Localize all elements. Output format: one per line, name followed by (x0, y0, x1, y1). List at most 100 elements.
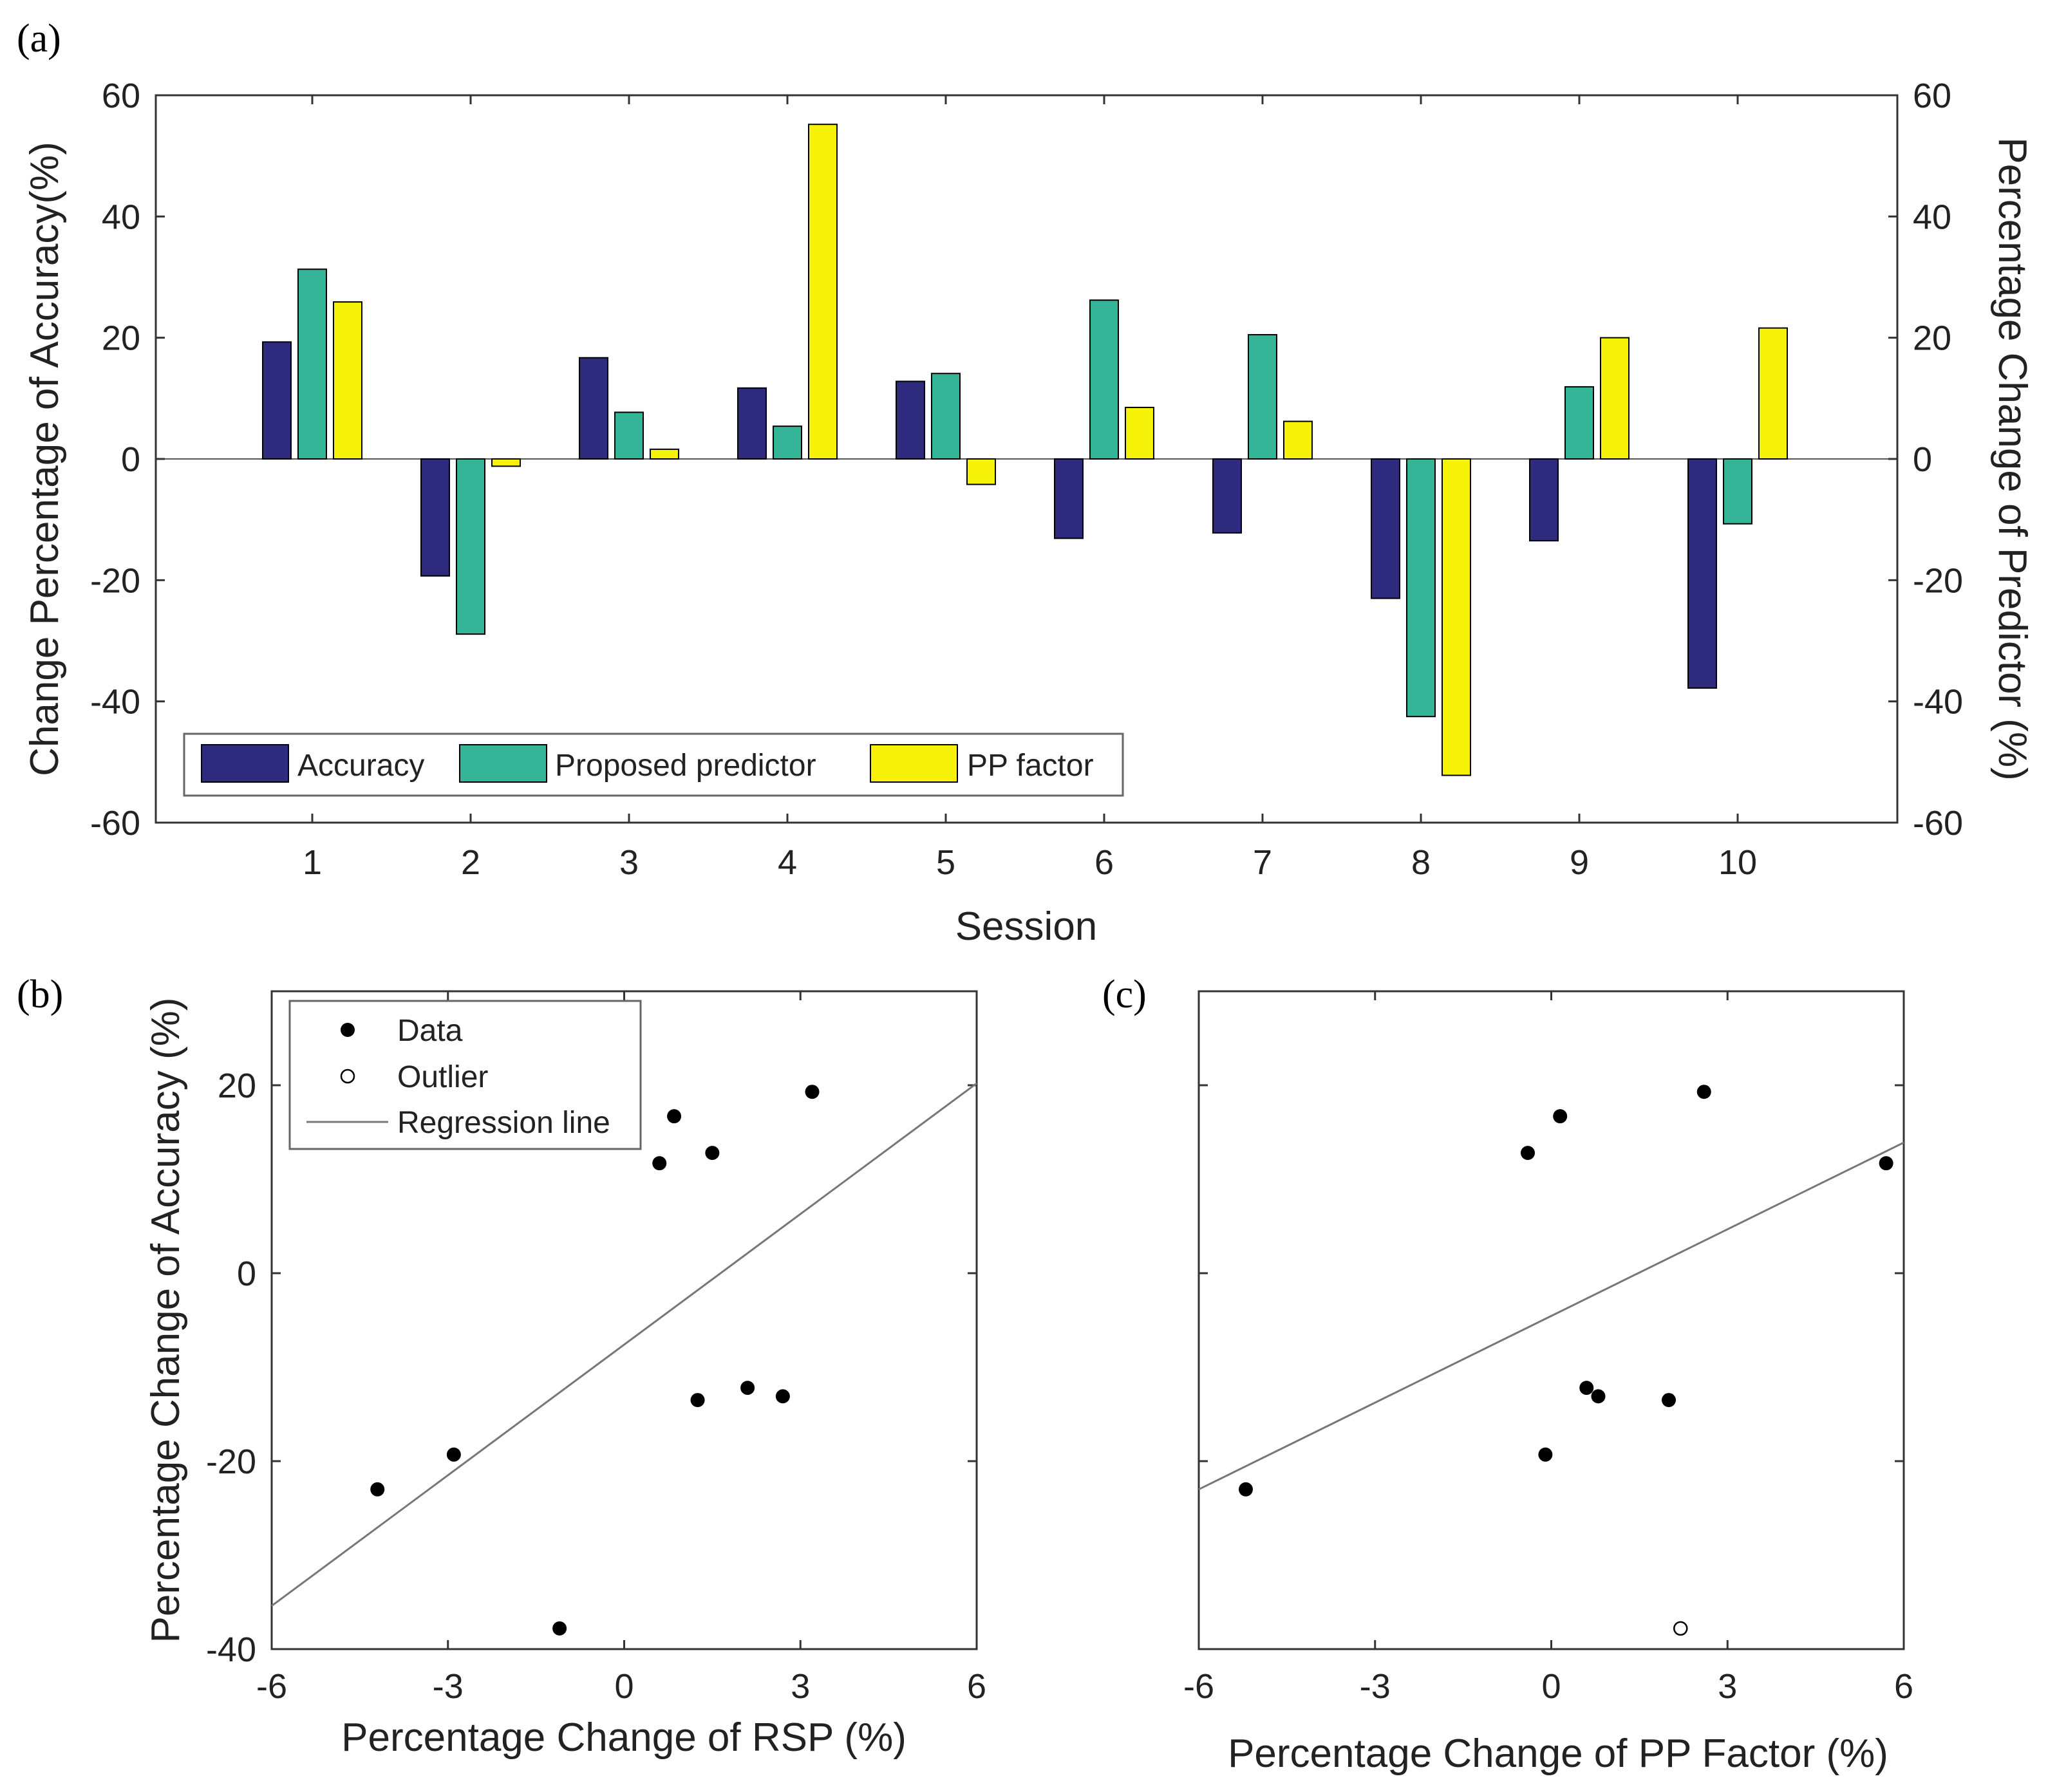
bar-pp-factor-session-2 (491, 458, 521, 467)
panel-c-label: (c) (1102, 973, 1147, 1016)
panel-c-plot-frame (1198, 990, 1905, 1650)
panel-a-xtick-label: 5 (936, 843, 955, 882)
panel-a-y-axis-label-right: Percentage Change of Predictor (%) (1990, 137, 2034, 780)
panel-c-data-point (1696, 1085, 1711, 1099)
legend-label-proposed-predictor: Proposed predictor (555, 749, 816, 783)
panel-b-xtick-label: -6 (256, 1667, 287, 1706)
panel-b-ytick-label: 20 (218, 1067, 256, 1105)
panel-a-y-axis-label-left: Change Percentage of Accuracy(%) (23, 142, 67, 776)
panel-a-ytick-label-right: 0 (1913, 440, 1932, 479)
panel-c-data-point (1591, 1389, 1606, 1404)
panel-c-xtick-label: 3 (1718, 1667, 1737, 1706)
bar-accuracy-session-8 (1371, 458, 1400, 599)
legend-swatch-accuracy (201, 744, 289, 783)
panel-c-x-axis-label: Percentage Change of PP Factor (%) (1228, 1731, 1888, 1776)
panel-b-data-point (740, 1381, 755, 1395)
panel-a-xtick-label: 10 (1718, 843, 1757, 882)
legend-label-regression-line: Regression line (397, 1106, 610, 1140)
panel-c-xtick-label: -6 (1183, 1667, 1214, 1706)
bar-proposed-predictor-session-1 (297, 268, 327, 460)
panel-a-xtick-label: 3 (619, 843, 639, 882)
panel-c-outlier-point (1673, 1621, 1688, 1636)
bar-accuracy-session-4 (737, 387, 767, 460)
panel-c-data-point (1538, 1447, 1553, 1462)
panel-a-xtick-label: 7 (1253, 843, 1272, 882)
bar-proposed-predictor-session-8 (1406, 458, 1436, 718)
panel-a-xtick-label: 8 (1411, 843, 1431, 882)
panel-a-ytick-label-right: 20 (1913, 319, 1951, 358)
panel-a-xtick-label: 6 (1094, 843, 1114, 882)
panel-c-data-point (1879, 1156, 1893, 1171)
panel-b-label: (b) (17, 973, 63, 1016)
panel-a-ytick-label: -40 (90, 683, 140, 722)
panel-c-data-point (1239, 1482, 1253, 1497)
panel-a-xtick-label: 2 (461, 843, 480, 882)
panel-c-xtick-label: -3 (1360, 1667, 1391, 1706)
legend-label-accuracy: Accuracy (297, 749, 424, 783)
bar-pp-factor-session-10 (1758, 327, 1788, 460)
bar-accuracy-session-2 (420, 458, 450, 577)
legend-marker-outlier (340, 1069, 355, 1084)
panel-a-ytick-label: -20 (90, 561, 140, 600)
panel-a-xtick-label: 9 (1570, 843, 1589, 882)
panel-a-ytick-label: 20 (102, 319, 140, 358)
panel-a-ytick-label-right: -20 (1913, 561, 1963, 600)
legend-marker-data (341, 1023, 355, 1037)
panel-a-x-axis-label: Session (955, 904, 1098, 949)
panel-b-y-axis-label: Percentage Change of Accuracy (%) (144, 998, 188, 1643)
bar-proposed-predictor-session-4 (773, 425, 802, 460)
panel-b-data-point (370, 1482, 385, 1497)
panel-c-regression-line (1198, 1141, 1904, 1491)
bar-pp-factor-session-9 (1600, 337, 1630, 460)
panel-a-bar-chart: 60 60 40 40 20 20 0 0 -20 -20 -40 -40 -60 -60 1 2 3 4 5 6 7 8… (23, 77, 2034, 949)
bar-pp-factor-session-8 (1442, 458, 1471, 776)
bar-accuracy-session-10 (1687, 458, 1717, 689)
bar-proposed-predictor-session-7 (1248, 333, 1277, 460)
panel-a-ytick-label: -60 (90, 804, 140, 843)
bar-pp-factor-session-7 (1283, 420, 1313, 460)
legend-label-data: Data (397, 1014, 463, 1048)
panel-b-data-point (690, 1393, 705, 1408)
panel-a-ytick-label-right: 40 (1913, 198, 1951, 236)
bar-proposed-predictor-session-2 (456, 458, 485, 635)
panel-b-data-point (552, 1621, 567, 1636)
bar-proposed-predictor-session-5 (931, 373, 961, 460)
panel-b-xtick-label: -3 (433, 1667, 464, 1706)
legend-label-outlier: Outlier (397, 1060, 488, 1094)
bar-accuracy-session-9 (1529, 458, 1559, 542)
panel-c-xtick-label: 0 (1541, 1667, 1561, 1706)
panel-b-data-point (652, 1156, 667, 1171)
legend-swatch-proposed-predictor (459, 744, 547, 783)
panel-b-data-point (667, 1109, 682, 1124)
bar-pp-factor-session-1 (333, 301, 362, 460)
panel-b-data-point (805, 1085, 820, 1099)
bar-proposed-predictor-session-3 (614, 411, 644, 460)
panel-a-xtick-label: 4 (778, 843, 797, 882)
bar-pp-factor-session-4 (808, 124, 838, 460)
panel-a-ytick-label: 60 (102, 77, 140, 115)
bar-accuracy-session-5 (896, 380, 925, 460)
panel-a-ytick-label-right: -40 (1913, 683, 1963, 722)
bar-proposed-predictor-session-9 (1564, 386, 1594, 460)
bar-accuracy-session-6 (1054, 458, 1084, 539)
panel-a-ytick-label-right: 60 (1913, 77, 1951, 115)
legend-label-pp-factor: PP factor (967, 749, 1094, 783)
panel-a-label: (a) (17, 17, 61, 61)
panel-b-xtick-label: 3 (791, 1667, 810, 1706)
bar-proposed-predictor-session-10 (1723, 458, 1752, 525)
panel-b-data-point (705, 1146, 720, 1161)
panel-a-ytick-label-right: -60 (1913, 804, 1963, 843)
bar-accuracy-session-7 (1212, 458, 1242, 534)
panel-a-ytick-label: 0 (121, 440, 140, 479)
panel-b-ytick-label: -20 (206, 1442, 256, 1481)
bar-pp-factor-session-3 (650, 448, 679, 460)
panel-b-xtick-label: 6 (967, 1667, 986, 1706)
panel-b-xtick-label: 0 (614, 1667, 634, 1706)
panel-b-ytick-label: 0 (237, 1255, 256, 1293)
panel-a-xtick-label: 1 (303, 843, 322, 882)
bar-pp-factor-session-6 (1125, 406, 1154, 460)
panel-c-data-point (1662, 1393, 1676, 1408)
panel-b-regression-line (271, 1082, 977, 1607)
bar-proposed-predictor-session-6 (1089, 299, 1119, 460)
